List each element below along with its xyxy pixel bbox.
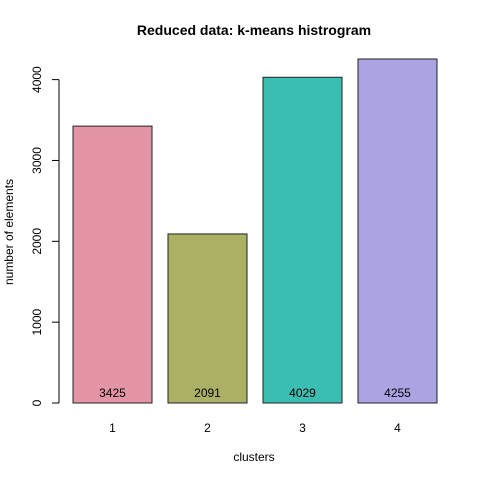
x-tick-label: 1 bbox=[109, 421, 116, 435]
x-tick-label: 4 bbox=[394, 421, 401, 435]
data-label: 4029 bbox=[289, 386, 316, 400]
data-labels: 3425 2091 4029 4255 bbox=[99, 386, 411, 400]
y-axis-label: number of elements bbox=[2, 179, 16, 285]
data-label: 2091 bbox=[194, 386, 221, 400]
x-axis-label: clusters bbox=[233, 450, 274, 464]
bars bbox=[72, 58, 438, 404]
bar-2 bbox=[167, 233, 248, 404]
y-tick-label: 3000 bbox=[30, 147, 44, 174]
x-tick-label: 2 bbox=[204, 421, 211, 435]
y-axis: 0 1000 2000 3000 4000 bbox=[30, 66, 60, 406]
chart-title: Reduced data: k-means histrogram bbox=[137, 22, 371, 38]
y-tick-label: 1000 bbox=[30, 308, 44, 335]
y-tick-label: 2000 bbox=[30, 228, 44, 255]
y-tick-label: 0 bbox=[30, 399, 44, 406]
x-tick-label: 3 bbox=[299, 421, 306, 435]
x-tick-labels: 1 2 3 4 bbox=[109, 421, 401, 435]
data-label: 4255 bbox=[384, 386, 411, 400]
y-tick-label: 4000 bbox=[30, 66, 44, 93]
bar-1 bbox=[72, 125, 153, 404]
data-label: 3425 bbox=[99, 386, 126, 400]
bar-4 bbox=[357, 58, 438, 404]
bar-3 bbox=[262, 76, 343, 404]
